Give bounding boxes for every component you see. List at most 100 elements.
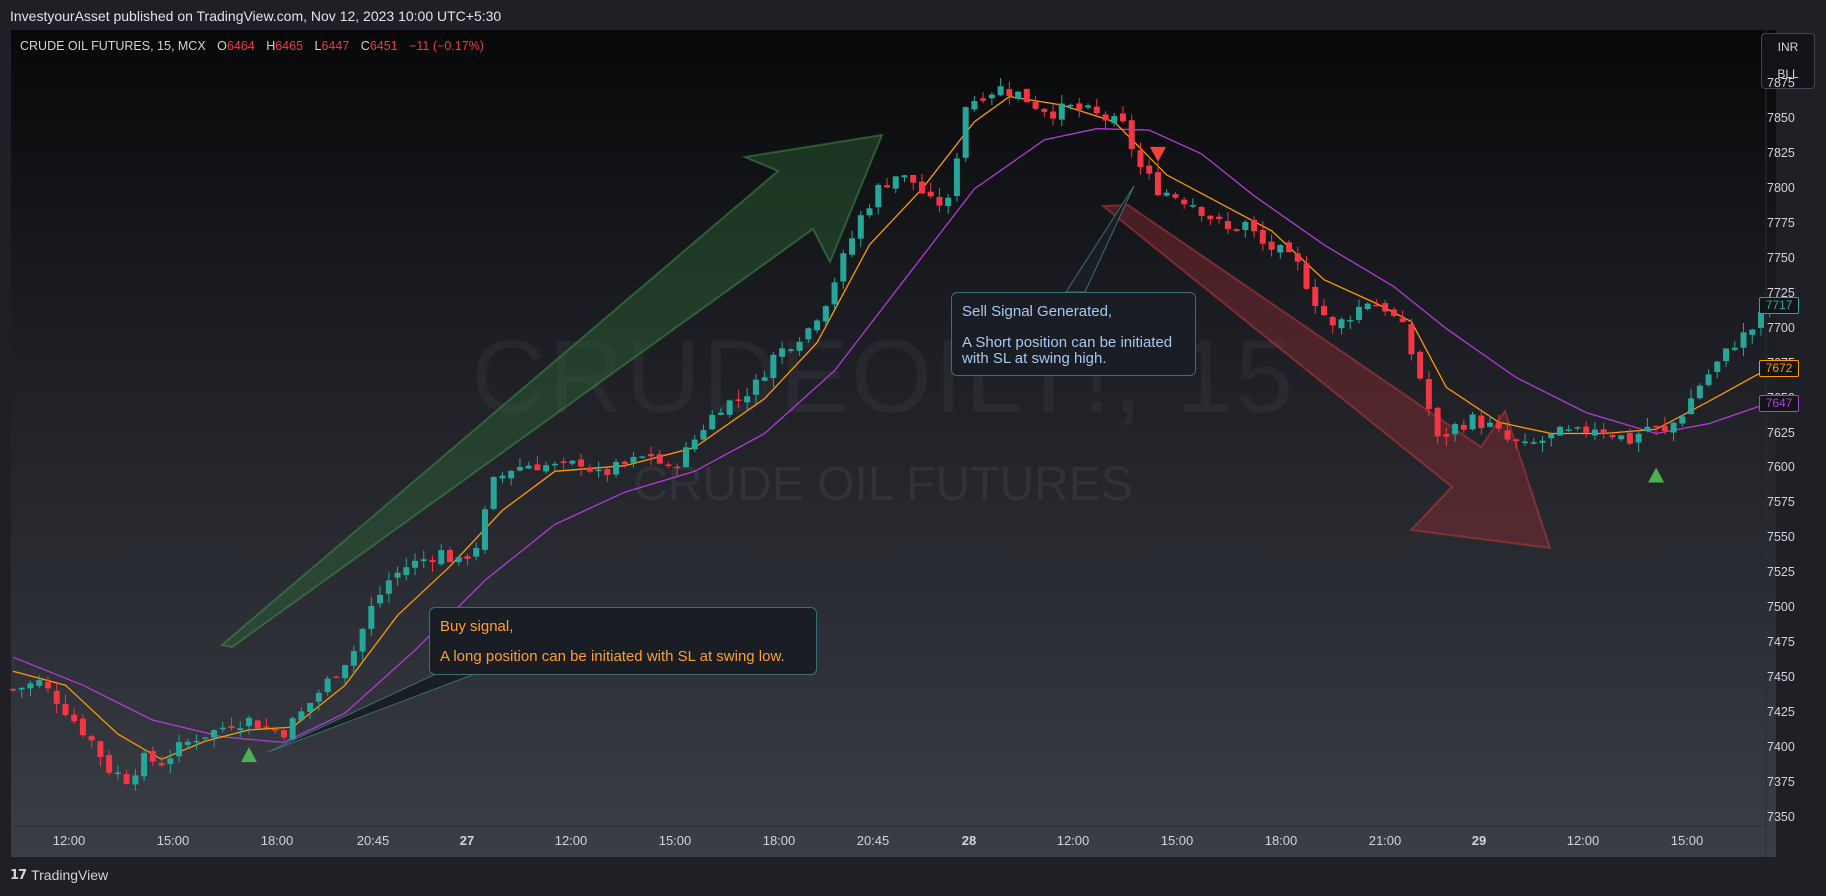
candle-body <box>516 466 523 471</box>
candle-body <box>1338 319 1345 329</box>
candle-body <box>193 740 200 743</box>
candle-body <box>822 306 829 322</box>
candle-body <box>953 158 960 197</box>
footer-bar <box>0 857 1826 896</box>
price-tick-label: 7875 <box>1767 76 1795 90</box>
candle-body <box>1688 398 1695 415</box>
time-tick-label: 18:00 <box>260 833 294 848</box>
candle-body <box>1556 426 1563 436</box>
unit-button[interactable]: BLL <box>1777 67 1799 81</box>
candle-body <box>1102 114 1109 121</box>
candle-body <box>752 379 759 395</box>
candle-body <box>534 464 541 471</box>
candle-body <box>674 466 681 469</box>
price-tick-label: 7350 <box>1767 810 1795 824</box>
candle-body <box>796 341 803 351</box>
candle-body <box>857 215 864 239</box>
candle-body <box>18 687 25 690</box>
time-tick-label: 27 <box>459 833 475 848</box>
candle-body <box>412 560 419 568</box>
candle-body <box>1050 111 1057 119</box>
candle-body <box>569 460 576 464</box>
candle-body <box>88 736 95 741</box>
candle-body <box>1154 172 1161 196</box>
open-label: O <box>217 39 227 53</box>
candle-body <box>1076 103 1083 110</box>
time-tick-label: 12:00 <box>52 833 86 848</box>
candle-body <box>1731 347 1738 350</box>
candle-body <box>97 741 104 758</box>
candle-body <box>1644 426 1651 432</box>
candle-body <box>560 461 567 464</box>
candle-body <box>1390 309 1397 316</box>
candle-body <box>744 396 751 403</box>
candle-body <box>481 509 488 550</box>
candle-body <box>630 456 637 463</box>
candle-body <box>1181 199 1188 205</box>
candle-body <box>1041 108 1048 112</box>
candle-body <box>945 197 952 207</box>
currency-button[interactable]: INR <box>1777 40 1799 54</box>
candle-body <box>176 742 183 757</box>
price-tick-label: 7625 <box>1767 425 1795 440</box>
chart-area[interactable] <box>11 30 1776 857</box>
candle-body <box>1163 192 1170 196</box>
candle-body <box>1364 303 1371 310</box>
low-label: L <box>314 39 322 53</box>
candle-body <box>508 470 515 479</box>
close-label: C <box>360 39 370 53</box>
candle-body <box>927 191 934 197</box>
candle-body <box>499 475 506 479</box>
candle-body <box>1207 215 1214 220</box>
time-tick-label: 20:45 <box>856 833 890 848</box>
candle-body <box>1146 165 1153 174</box>
candle-body <box>875 184 882 208</box>
candle-body <box>884 185 890 188</box>
candle-body <box>1399 318 1406 323</box>
candle-body <box>936 196 943 206</box>
watermark-name: CRUDE OIL FUTURES <box>633 458 1133 511</box>
candle-body <box>132 775 139 785</box>
candle-body <box>1085 105 1092 108</box>
candle-body <box>53 690 60 704</box>
candle-body <box>1434 407 1441 437</box>
candle-body <box>167 758 174 764</box>
candle-body <box>648 454 655 457</box>
candle-body <box>464 556 471 559</box>
tradingview-brand[interactable]: 𝟭𝟳 TradingView <box>10 867 108 883</box>
candle-body <box>184 741 191 745</box>
candle-body <box>682 447 689 468</box>
candle-body <box>211 730 218 738</box>
candle-body <box>805 328 812 340</box>
low-value: 6447 <box>321 39 350 53</box>
candle-body <box>849 238 856 255</box>
candle-body <box>1600 429 1607 434</box>
candle-body <box>1591 429 1598 436</box>
candle-body <box>543 465 550 472</box>
candle-body <box>359 628 366 652</box>
currency-unit-box[interactable]: INR BLL <box>1761 33 1815 89</box>
price-tag: 7647 <box>1759 394 1799 412</box>
time-tick-label: 15:00 <box>658 833 692 848</box>
symbol-legend[interactable]: CRUDE OIL FUTURES, 15, MCX O6464 H6465 L… <box>20 39 484 53</box>
candle-body <box>1714 361 1721 372</box>
candle-body <box>1513 439 1520 442</box>
candle-body <box>377 594 384 604</box>
signal-markers <box>240 146 1665 763</box>
candle-body <box>1478 415 1485 429</box>
candle-body <box>333 676 340 679</box>
candle-body <box>44 682 51 689</box>
time-tick-label: 12:00 <box>554 833 588 848</box>
sell-callout-body-line2: with SL at swing high. <box>962 350 1107 367</box>
candle-body <box>1618 435 1625 440</box>
buy-signal-callout: Buy signal, A long position can be initi… <box>429 607 817 675</box>
candle-body <box>1705 374 1712 385</box>
time-tick-label: 18:00 <box>1264 833 1298 848</box>
candle-body <box>1198 206 1205 216</box>
candle-body <box>237 728 244 731</box>
candle-body <box>779 348 786 357</box>
candle-body <box>1609 435 1616 438</box>
candle-body <box>1460 424 1467 430</box>
candle-body <box>1329 316 1336 326</box>
